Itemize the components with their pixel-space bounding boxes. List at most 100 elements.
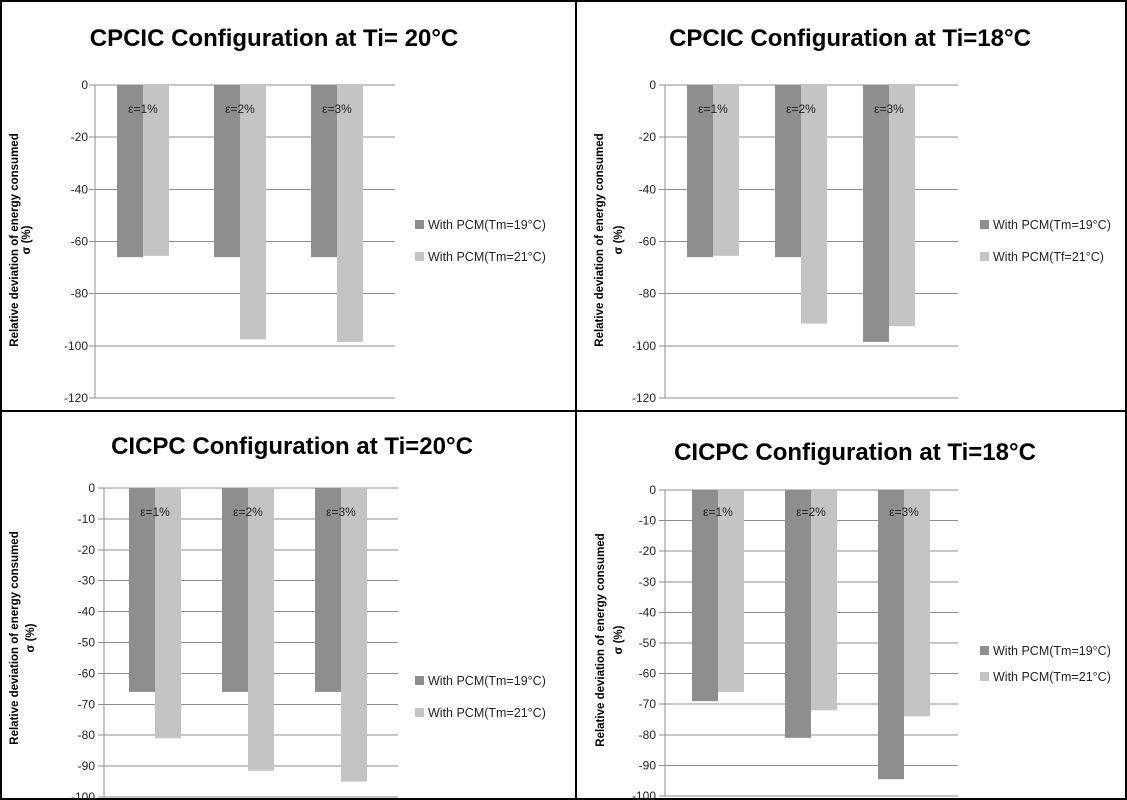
chart-title: CICPC Configuration at Ti=18°C	[674, 439, 1036, 466]
bar-series2-3	[337, 85, 363, 342]
bar-series1-3	[878, 490, 904, 780]
bar-series2-2	[248, 488, 274, 771]
category-label: ε=1%	[128, 102, 158, 116]
y-axis-label-unit: σ (%)	[613, 625, 625, 654]
y-tick-label: -90	[639, 758, 657, 772]
y-tick-label: -80	[639, 728, 657, 742]
bar-series2-1	[713, 85, 739, 256]
legend-swatch	[415, 676, 424, 685]
y-tick-label: -30	[78, 574, 96, 588]
bar-series2-3	[904, 490, 930, 717]
legend-label: With PCM(Tm=21°C)	[993, 670, 1111, 684]
y-tick-label: -70	[639, 697, 657, 711]
y-tick-label: -80	[71, 287, 89, 301]
category-label: ε=2%	[233, 505, 263, 519]
y-tick-label: -20	[78, 543, 96, 557]
bar-series1-2	[785, 490, 811, 738]
y-tick-label: -40	[78, 605, 96, 619]
y-axis-label: Relative deviation of energy consumed	[9, 531, 21, 744]
category-label: ε=1%	[703, 505, 733, 519]
legend-swatch	[415, 252, 424, 261]
y-axis-label: Relative deviation of energy consumed	[594, 133, 606, 346]
y-tick-label: -20	[639, 544, 657, 558]
y-tick-label: 0	[649, 78, 656, 92]
y-tick-label: -60	[71, 235, 89, 249]
y-tick-label: -50	[639, 636, 657, 650]
y-tick-label: -100	[64, 339, 88, 353]
legend-label: With PCM(Tm=21°C)	[428, 706, 546, 720]
bar-series2-1	[718, 490, 744, 692]
y-axis-label-unit: σ (%)	[21, 225, 33, 254]
bar-series2-2	[240, 85, 266, 340]
chart-panel-4: 0 -10 -20 -30 -40 -50 -60 -70 -80 -90 -100 CICPC Co…	[595, 439, 1111, 800]
y-tick-label: -50	[78, 636, 96, 650]
y-tick-label: -20	[71, 130, 89, 144]
y-tick-label: 0	[88, 481, 95, 495]
bar-series2-1	[143, 85, 169, 256]
y-tick-label: -30	[639, 575, 657, 589]
chart-panel-1: 0 -20 -40 -60 -80 -100 -120 CPCIC Configuration…	[9, 25, 546, 405]
y-tick-label: -90	[78, 759, 96, 773]
bar-series1-1	[687, 85, 713, 258]
chart-panel-2: 0 -20 -40 -60 -80 -100 -120 CPCIC Configuration…	[594, 25, 1111, 405]
y-tick-label: -100	[632, 789, 656, 800]
bar-series2-1	[155, 488, 181, 739]
bar-series1-2	[775, 85, 801, 258]
y-tick-label: -70	[78, 697, 96, 711]
legend-swatch	[980, 646, 989, 655]
bar-series2-2	[801, 85, 827, 324]
y-tick-label: -120	[632, 391, 656, 405]
y-tick-label: 0	[649, 483, 656, 497]
y-tick-label: -60	[639, 667, 657, 681]
chart-title: CPCIC Configuration at Ti= 20°C	[90, 25, 459, 52]
y-tick-label: -60	[639, 235, 657, 249]
bar-series1-3	[311, 85, 337, 258]
y-tick-label: -100	[632, 339, 656, 353]
legend-swatch	[980, 220, 989, 229]
category-label: ε=3%	[874, 102, 904, 116]
legend-swatch	[415, 220, 424, 229]
y-axis-label-unit: σ (%)	[613, 225, 625, 254]
chart-title: CPCIC Configuration at Ti=18°C	[669, 25, 1031, 52]
legend-label: With PCM(Tm=19°C)	[428, 218, 546, 232]
bar-series1-1	[692, 490, 718, 702]
chart-panel-3: 0 -10 -20 -30 -40 -50 -60 -70 -80 -90 -100 CICPC Co…	[9, 433, 546, 800]
legend-swatch	[415, 708, 424, 717]
y-tick-label: -40	[639, 182, 657, 196]
bar-series2-2	[811, 490, 837, 711]
y-tick-label: -40	[71, 182, 89, 196]
category-label: ε=3%	[322, 102, 352, 116]
category-label: ε=2%	[786, 102, 816, 116]
bar-series1-2	[214, 85, 240, 258]
category-label: ε=2%	[796, 505, 826, 519]
y-tick-label: -40	[639, 605, 657, 619]
legend-label: With PCM(Tm=21°C)	[428, 250, 546, 264]
y-tick-label: -10	[78, 512, 96, 526]
y-tick-label: -100	[71, 790, 95, 800]
legend-swatch	[980, 672, 989, 681]
y-tick-label: -20	[639, 130, 657, 144]
y-tick-label: -10	[639, 514, 657, 528]
category-label: ε=2%	[225, 102, 255, 116]
legend-label: With PCM(Tf=21°C)	[993, 250, 1104, 264]
bar-series1-2	[222, 488, 248, 692]
y-axis-label: Relative deviation of energy consumed	[595, 533, 607, 746]
legend-label: With PCM(Tm=19°C)	[993, 218, 1111, 232]
y-tick-label: -80	[78, 728, 96, 742]
y-tick-label: -120	[64, 391, 88, 405]
category-label: ε=1%	[698, 102, 728, 116]
legend-swatch	[980, 252, 989, 261]
y-axis-label-unit: σ (%)	[25, 623, 37, 652]
category-label: ε=1%	[140, 505, 170, 519]
bar-series1-1	[117, 85, 143, 258]
bar-series2-3	[341, 488, 367, 782]
y-axis-label: Relative deviation of energy consumed	[9, 133, 21, 346]
bar-series1-1	[129, 488, 155, 692]
legend-label: With PCM(Tm=19°C)	[428, 674, 546, 688]
bar-series1-3	[863, 85, 889, 342]
chart-title: CICPC Configuration at Ti=20°C	[111, 433, 473, 460]
category-label: ε=3%	[889, 505, 919, 519]
category-label: ε=3%	[326, 505, 356, 519]
y-tick-label: -60	[78, 666, 96, 680]
